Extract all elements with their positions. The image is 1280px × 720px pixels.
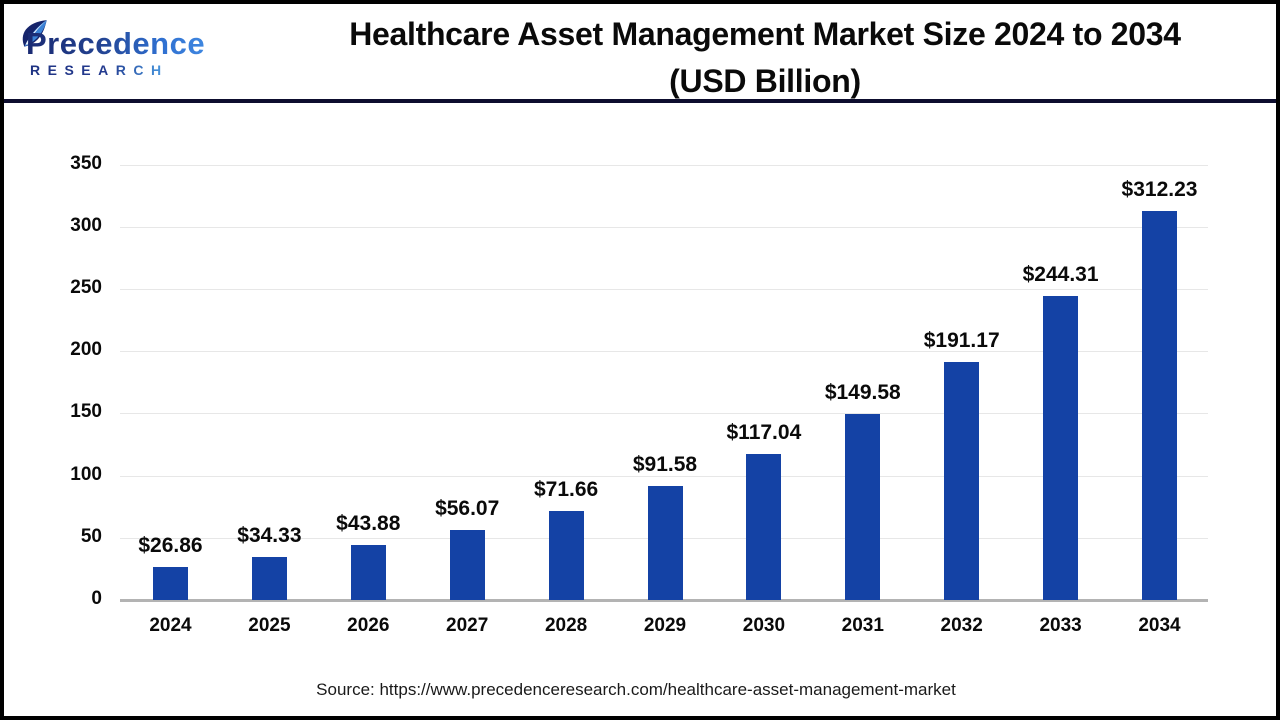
chart-title: Healthcare Asset Management Market Size …: [254, 4, 1276, 105]
bar: [944, 362, 980, 600]
bar: [1043, 296, 1079, 600]
bar-chart: 0 50 100 150 200 250 300 350 $26.86 2024 $34.33 202…: [4, 4, 1276, 716]
bar: [449, 530, 485, 600]
bar-value-label: $117.04: [726, 421, 802, 445]
x-axis-category-label: 2024: [149, 615, 192, 636]
y-axis-tick-label: 0: [91, 588, 102, 609]
gridline: [120, 413, 1208, 415]
bar: [845, 413, 881, 600]
gridline: [120, 288, 1208, 290]
x-axis-category-label: 2027: [446, 615, 489, 636]
x-axis-category-label: 2031: [841, 615, 884, 636]
gridline: [120, 164, 1208, 166]
precedence-research-logo: Precedence RESEARCH: [4, 4, 254, 103]
x-axis-category-label: 2028: [544, 615, 588, 636]
y-axis-tick-label: 50: [80, 525, 102, 547]
bar: [746, 454, 782, 600]
x-axis-category-label: 2026: [347, 615, 390, 636]
y-axis-tick-label: 300: [70, 214, 102, 236]
logo-sub-text: RESEARCH: [30, 62, 169, 78]
gridline: [120, 351, 1208, 353]
leaf-icon: [18, 18, 52, 57]
bar-value-label: $312.23: [1121, 178, 1198, 202]
x-axis-category-label: 2030: [742, 615, 786, 636]
gridline: [120, 475, 1208, 477]
y-axis-tick-label: 350: [70, 152, 102, 174]
bar: [647, 486, 683, 600]
bar: [350, 545, 386, 600]
chart-title-line1: Healthcare Asset Management Market Size …: [349, 16, 1181, 52]
bar-value-label: $149.58: [824, 380, 901, 404]
x-axis-category-label: 2033: [1039, 615, 1082, 636]
chart-title-line2: (USD Billion): [669, 63, 861, 99]
x-axis-line: [120, 599, 1208, 602]
bar: [251, 557, 287, 600]
bar: [1142, 211, 1177, 600]
bar-value-label: $244.31: [1022, 263, 1099, 286]
y-axis-tick-label: 100: [70, 463, 102, 485]
y-axis-tick-label: 250: [70, 276, 102, 298]
bar-value-label: $26.86: [138, 533, 203, 557]
logo-brand-text: Precedence: [26, 26, 206, 61]
x-axis-category-label: 2029: [643, 615, 687, 636]
y-axis-tick-label: 200: [70, 339, 102, 361]
header: Precedence RESEARCH Healthcare Asset Man…: [4, 4, 1276, 103]
gridline: [120, 226, 1208, 228]
x-axis-category-label: 2025: [248, 615, 291, 636]
bar-value-label: $43.88: [336, 512, 401, 536]
source-citation: Source: https://www.precedenceresearch.c…: [316, 680, 956, 699]
bar-value-label: $56.07: [435, 497, 500, 521]
y-axis-tick-label: 150: [70, 401, 102, 423]
bar: [548, 510, 584, 600]
bar-value-label: $91.58: [632, 453, 698, 477]
x-axis-category-label: 2034: [1138, 615, 1181, 636]
bar-value-label: $191.17: [923, 329, 1000, 353]
bar: [153, 566, 188, 600]
x-axis-category-label: 2032: [940, 615, 983, 636]
bar-value-label: $34.33: [237, 524, 302, 548]
bar-value-label: $71.66: [533, 477, 599, 501]
